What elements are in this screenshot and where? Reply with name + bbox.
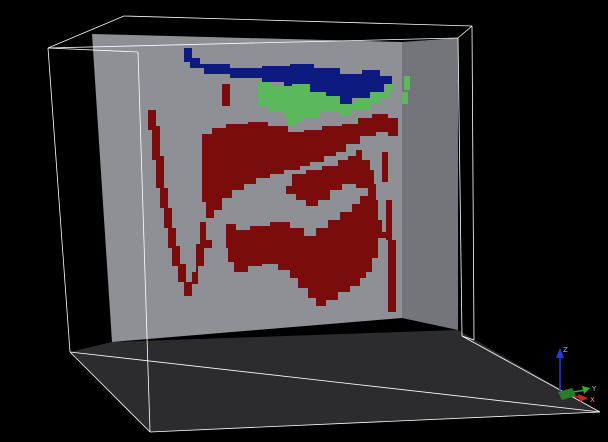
orientation-axes-widget: Z Y X xyxy=(556,346,597,404)
layer-red xyxy=(148,84,398,312)
x-axis-label: X xyxy=(590,396,595,404)
z-axis-label: Z xyxy=(563,346,568,354)
layer-blue xyxy=(184,48,392,104)
y-axis-label: Y xyxy=(591,385,597,393)
volume-side-wall xyxy=(402,38,458,330)
volume-floor xyxy=(70,330,600,432)
axes-origin-plate xyxy=(558,388,576,400)
z-axis-arrowhead xyxy=(556,348,564,358)
volume-bounding-box xyxy=(47,15,601,433)
y-axis-arrowhead xyxy=(582,386,590,394)
x-axis-arrowhead xyxy=(578,394,588,402)
